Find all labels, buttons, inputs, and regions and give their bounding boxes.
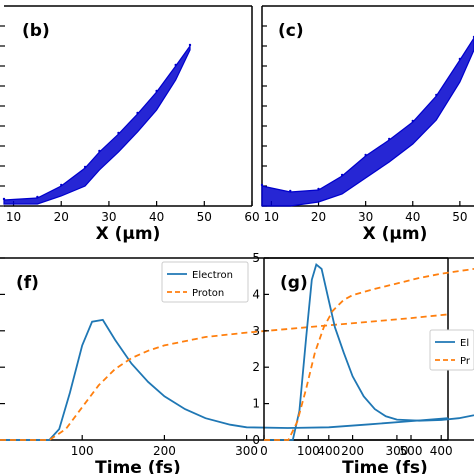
x-tick-label: 100 [71, 444, 94, 458]
panel-label: (g) [280, 273, 308, 293]
x-tick-label: 20 [311, 210, 326, 224]
data-point [260, 183, 264, 187]
x-tick-label: 20 [54, 210, 69, 224]
legend-entry: Proton [192, 288, 224, 299]
y-tick-label: 0 [252, 433, 260, 447]
legend-entry: Electron [192, 270, 233, 281]
data-point [136, 111, 139, 115]
x-tick-label: 40 [149, 210, 164, 224]
particle-cloud [3, 44, 191, 205]
series-line-el [264, 263, 474, 441]
x-tick-label: 30 [358, 210, 373, 224]
panel-b: 10 20 30 40 50 60 X (μm) (b) [0, 5, 260, 244]
x-axis-label: X (μm) [363, 224, 428, 244]
x-tick-label: 300 [385, 444, 408, 458]
x-tick-label: 500 [400, 444, 423, 458]
panel-label: (f) [16, 273, 39, 293]
legend-entry: Pr [460, 356, 471, 367]
data-point [289, 189, 292, 193]
panel-g: 0 100 200 300 400 0 1 2 3 4 5 Time (fs) (g) El Pr [252, 251, 474, 474]
data-point [2, 197, 6, 201]
panel-label: (c) [278, 21, 304, 41]
x-tick-label: 200 [153, 444, 176, 458]
data-point [411, 119, 414, 123]
x-tick-label: 50 [452, 210, 467, 224]
x-axis-label: X (μm) [96, 224, 161, 244]
x-tick-label: 50 [197, 210, 212, 224]
y-tick-label: 5 [252, 251, 260, 265]
data-point [364, 153, 367, 157]
x-tick-label: 30 [101, 210, 116, 224]
legend-box [429, 329, 474, 371]
data-point [340, 173, 344, 177]
data-point [83, 165, 87, 169]
x-axis-label: Time (fs) [342, 458, 428, 474]
data-point [317, 187, 320, 191]
x-tick-label: 200 [341, 444, 364, 458]
series-line-electron [0, 318, 449, 441]
x-tick-label: 10 [264, 210, 279, 224]
y-tick-label: 4 [252, 287, 260, 301]
x-tick-label: 300 [235, 444, 258, 458]
x-tick-label: 400 [430, 444, 453, 458]
data-point [188, 43, 192, 47]
panel-c: 10 20 30 40 50 X (μm) (c) [260, 5, 474, 244]
y-tick-label: 1 [252, 397, 260, 411]
x-tick-label: 0 [260, 444, 268, 458]
x-tick-label: 10 [6, 210, 21, 224]
data-point [174, 63, 177, 67]
legend-entry: El [460, 338, 469, 349]
data-point [435, 93, 438, 97]
x-tick-label: 60 [244, 210, 259, 224]
series-line-pr [264, 268, 474, 441]
x-tick-label: 40 [405, 210, 420, 224]
panel-label: (b) [22, 21, 50, 41]
y-tick-label: 2 [252, 360, 260, 374]
x-tick-label: 100 [297, 444, 320, 458]
data-point [388, 137, 391, 141]
data-point [98, 149, 101, 153]
data-point [36, 195, 39, 199]
series-line-proton [0, 313, 449, 441]
data-point [155, 89, 158, 93]
data-point [60, 183, 63, 187]
data-point [458, 57, 462, 61]
data-point [117, 131, 120, 135]
x-axis-label: Time (fs) [95, 458, 181, 474]
particle-cloud [261, 36, 474, 207]
y-tick-label: 3 [252, 324, 260, 338]
x-tick-label: 400 [317, 444, 340, 458]
